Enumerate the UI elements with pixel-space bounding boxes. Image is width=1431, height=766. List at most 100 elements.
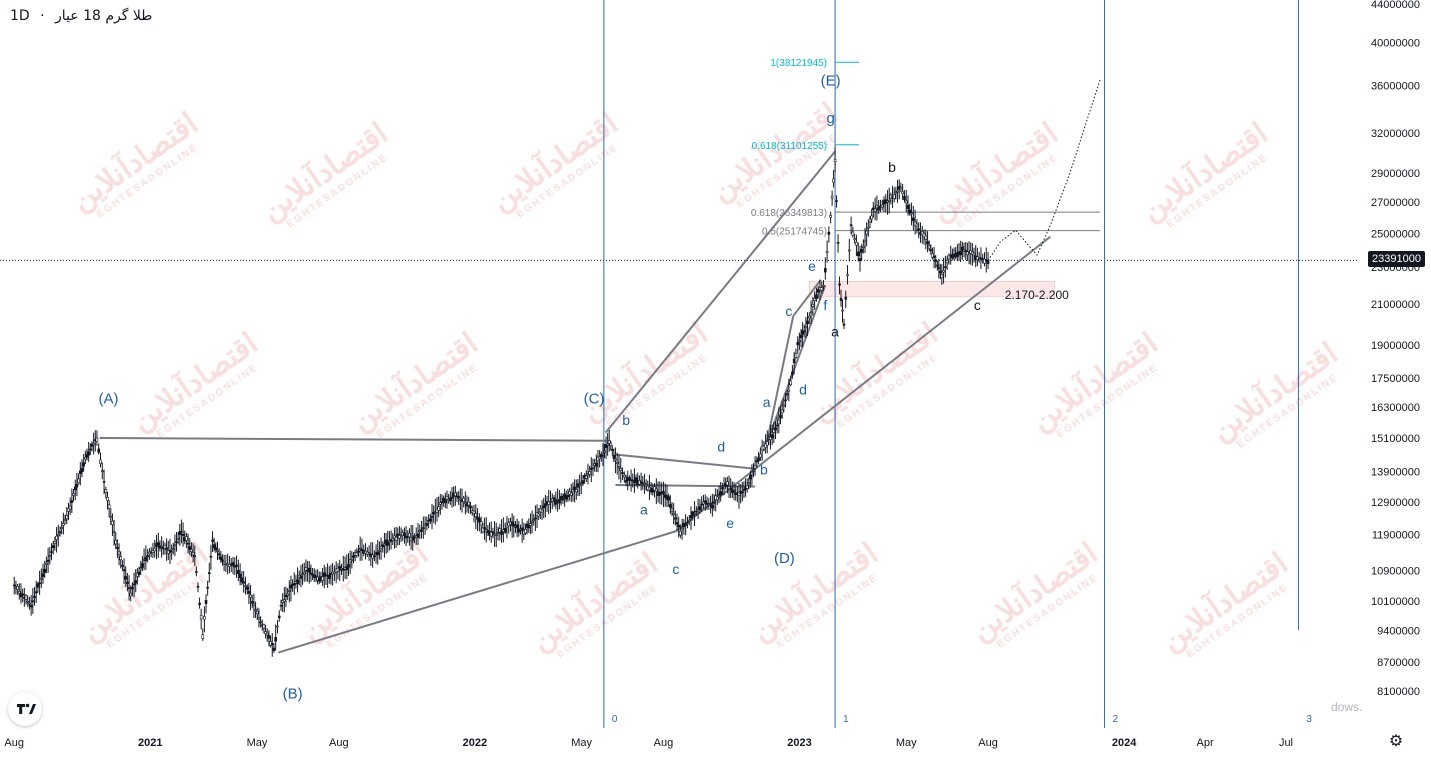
tradingview-logo[interactable] <box>8 692 42 726</box>
candle-body <box>252 603 256 606</box>
gear-icon[interactable]: ⚙ <box>1388 733 1404 750</box>
candle-body <box>906 204 910 209</box>
projection-path <box>987 79 1101 261</box>
candle-body <box>459 498 462 501</box>
wave-label: a <box>763 394 771 410</box>
candle-body <box>693 513 696 515</box>
candle-body <box>815 294 818 299</box>
candle-body <box>702 501 705 505</box>
candle-body <box>195 571 198 573</box>
candle-body <box>689 515 693 519</box>
candle-body <box>782 404 786 407</box>
x-axis[interactable]: Aug 2021 May Aug 2022 May Aug 2023 May Aug 2024 Apr… <box>4 737 1293 749</box>
candle-body <box>217 553 221 556</box>
candle-body <box>56 534 60 536</box>
candle-body <box>378 550 381 552</box>
candle-body <box>824 268 827 273</box>
candle-body <box>498 528 502 533</box>
candle-body <box>41 573 45 577</box>
candle-body <box>491 531 495 534</box>
fib-label: 0.618(31101255) <box>752 141 827 152</box>
candle-body <box>203 616 206 620</box>
candle-body <box>265 632 269 636</box>
x-tick-label: 2024 <box>1112 737 1137 749</box>
candle-body <box>530 520 534 523</box>
wave-label: d <box>799 382 807 398</box>
candle-body <box>420 529 423 532</box>
candle-body <box>628 477 631 481</box>
candle-body <box>12 584 16 587</box>
y-tick-label: 8700000 <box>1377 657 1420 669</box>
candle-body <box>173 544 177 547</box>
candle-body <box>515 524 519 529</box>
candle-body <box>655 488 658 492</box>
y-tick-label: 29000000 <box>1371 168 1420 180</box>
vertical-markers: 0 1 2 3 <box>603 0 1312 728</box>
candle-body <box>651 489 655 493</box>
candle-body <box>769 436 772 440</box>
candle-body <box>445 496 449 500</box>
y-axis[interactable]: 44000000 40000000 36000000 32000000 29000000… <box>1371 0 1420 698</box>
candle-body <box>915 223 919 227</box>
candle-body <box>726 481 729 486</box>
candle-body <box>272 647 276 651</box>
candle-body <box>494 534 498 536</box>
candle-body <box>87 451 90 456</box>
candle-body <box>686 522 689 524</box>
candle-body <box>520 527 524 531</box>
candle-body <box>827 231 831 235</box>
candle-body <box>357 550 360 553</box>
candle-body <box>634 477 638 481</box>
candle-body <box>986 260 990 265</box>
candle-body <box>615 461 619 464</box>
candle-body <box>153 548 157 552</box>
candle-body <box>457 496 460 499</box>
candle-body <box>114 540 118 545</box>
x-tick-label: 2022 <box>463 737 487 749</box>
x-tick-label: May <box>896 737 917 749</box>
candle-body <box>609 442 613 446</box>
candle-body <box>286 593 289 596</box>
candle-body <box>964 249 968 252</box>
candle-body <box>92 443 95 446</box>
trendlines <box>99 150 1051 654</box>
candle-body <box>503 528 507 533</box>
candle-body <box>658 492 662 496</box>
candle-body <box>373 555 376 557</box>
candle-body <box>31 600 35 603</box>
candle-body <box>45 562 48 565</box>
y-tick-label: 8100000 <box>1377 686 1420 698</box>
candle-body <box>231 562 235 566</box>
timeframe-label[interactable]: 1D <box>10 8 30 24</box>
candle-body <box>50 551 53 553</box>
candle-body <box>863 239 867 243</box>
candle-body <box>500 530 503 535</box>
candle-body <box>589 467 593 470</box>
price-series <box>12 147 990 657</box>
candle-body <box>838 283 841 286</box>
y-tick-label: 16300000 <box>1371 402 1420 414</box>
candle-body <box>176 537 180 540</box>
candle-body <box>439 502 442 505</box>
candle-body <box>121 565 124 567</box>
candle-body <box>662 490 665 495</box>
candle-body <box>242 581 245 584</box>
candle-body <box>940 274 944 279</box>
candle-body <box>355 552 359 556</box>
candle-body <box>163 544 167 549</box>
candle-body <box>899 187 903 190</box>
candle-body <box>679 530 682 536</box>
candle-body <box>99 459 102 464</box>
candle-body <box>558 499 561 504</box>
trendline <box>99 437 606 442</box>
candle-body <box>347 564 350 568</box>
target-zone: 2.170-2.200 <box>808 280 1069 302</box>
candle-body <box>566 495 570 498</box>
candle-body <box>848 249 851 252</box>
trendline <box>765 284 827 444</box>
candle-body <box>794 353 798 358</box>
x-tick-label: Aug <box>654 737 674 749</box>
